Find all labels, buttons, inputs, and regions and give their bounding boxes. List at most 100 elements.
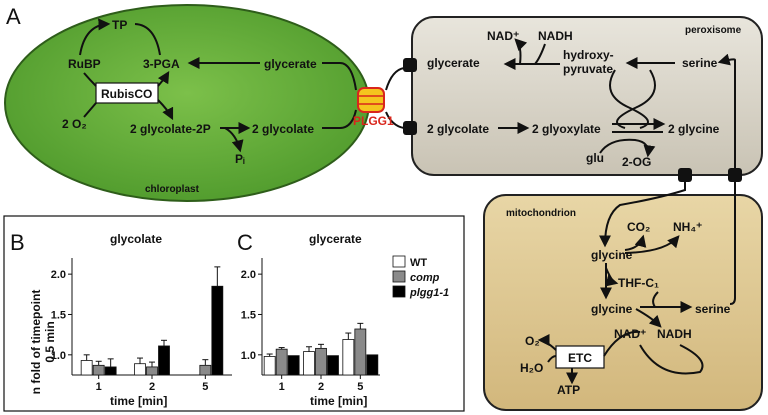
mito-serine-label: serine xyxy=(695,302,731,316)
legend-swatch-comp xyxy=(392,270,406,283)
o2-label: 2 O₂ xyxy=(62,117,87,131)
chart-0-bar-plgg1-1-2 xyxy=(158,345,170,376)
glu-label: glu xyxy=(586,151,604,165)
3pga-label: 3-PGA xyxy=(143,57,180,71)
nad-arrow xyxy=(514,38,528,65)
chart-1-bar-plgg1-1-2 xyxy=(327,355,339,376)
peroxisome-glycine-label: 2 glycine xyxy=(668,122,720,136)
rubisco-box xyxy=(95,82,159,104)
chart-0-bar-comp-2 xyxy=(146,366,158,376)
mito-glycine-1-label: glycine xyxy=(591,248,633,262)
atp-label: ATP xyxy=(557,383,580,397)
mitochondrion-label: mitochondrion xyxy=(506,208,576,219)
mito-glycine-2-label: glycine xyxy=(591,302,633,316)
thf-to-serine-arrow xyxy=(652,291,659,308)
peroxisome-label: peroxisome xyxy=(685,25,742,36)
chloroplast-glycolate-label: 2 glycolate xyxy=(252,122,314,136)
h2o-to-etc-arrow xyxy=(547,355,557,363)
nh4-label: NH₄⁺ xyxy=(673,220,702,234)
thf-label: THF-C₁ xyxy=(618,276,659,290)
chloroplast-glycerate-label: glycerate xyxy=(264,57,317,71)
mito-nadh-label: NADH xyxy=(657,327,692,341)
legend-label-plgg1-1: plgg1-1 xyxy=(409,287,449,299)
pi-label: Pᵢ xyxy=(235,152,245,166)
co2-release-arrow xyxy=(624,234,647,251)
peroxisome-transporter-1 xyxy=(403,58,417,72)
plgg1-to-peroxisome-bottom xyxy=(385,111,405,129)
panel-label-c: C xyxy=(237,230,253,255)
glycolate-chart-xlabel: time [min] xyxy=(110,394,167,408)
rubisco-to-glycolate2p-arrow xyxy=(157,99,174,121)
plgg1-to-peroxisome-top xyxy=(385,67,405,91)
plgg1-label: PLGG1 xyxy=(353,114,394,128)
chloroplast-label: chloroplast xyxy=(145,184,200,195)
chart-0-bar-plgg1-1-1 xyxy=(104,366,117,376)
mito-nad-label: NAD⁺ xyxy=(614,327,646,341)
plgg1-transporter xyxy=(357,87,385,113)
pga-to-tp-arrow xyxy=(134,23,161,56)
etc-to-o2-arrow xyxy=(537,334,557,351)
glycerate-chart: glycerate time [min] 1.0 1.5 2.0 1 2 5 xyxy=(241,232,380,408)
o2-to-rubisco-arrow xyxy=(83,102,97,118)
etc-nadh-loop xyxy=(603,330,704,375)
glu-to-2og-arrow xyxy=(599,138,656,158)
pi-release-arrow xyxy=(224,127,244,153)
chart-1-category-label: 5 xyxy=(357,381,363,393)
chart-1-bar-comp-5 xyxy=(354,328,367,376)
glycine-import-arrow xyxy=(599,175,686,248)
peroxisome-serine-label: serine xyxy=(682,56,718,70)
chart-1-ytick-label: 2.0 xyxy=(241,269,256,281)
serine-to-peroxisome-arrow xyxy=(717,53,736,175)
glycolate-chart-title: glycolate xyxy=(110,232,162,246)
peroxisome-nadh-label: NADH xyxy=(538,29,573,43)
chloroplast xyxy=(4,4,370,202)
etc-label: ETC xyxy=(568,351,592,365)
glycerate-chart-title: glycerate xyxy=(309,232,362,246)
chart-0-category-label: 2 xyxy=(149,381,155,393)
chart-1-bar-plgg1-1-1 xyxy=(287,355,300,376)
peroxisome-nad-label: NAD⁺ xyxy=(487,29,519,43)
nadh-arrow xyxy=(534,43,546,65)
chart-1-bar-WT-5 xyxy=(342,339,355,376)
peroxisome-glycolate-label: 2 glycolate xyxy=(427,122,489,136)
peroxisome-transporter-2 xyxy=(403,121,417,135)
plgg1-glycerate-path xyxy=(322,62,357,91)
legend-label-WT: WT xyxy=(410,257,427,269)
chart-0-category-label: 5 xyxy=(202,381,208,393)
rubp-label: RuBP xyxy=(68,57,101,71)
glycerate-chart-xlabel: time [min] xyxy=(310,394,367,408)
hydroxypyruvate-label-2: pyruvate xyxy=(563,62,613,76)
rubisco-to-pga-arrow xyxy=(157,70,170,87)
nh4-release-arrow xyxy=(624,235,680,254)
2og-label: 2-OG xyxy=(622,155,651,169)
nad-to-nadh-arrow xyxy=(635,308,662,328)
tp-label: TP xyxy=(112,18,127,32)
glycolate-chart-ylabel-2: 0.5 min xyxy=(43,321,57,362)
panel-label-b: B xyxy=(10,230,25,255)
glycolate-chart: glycolate n fold of timepoint 0.5 min ti… xyxy=(29,232,232,408)
chart-0-bar-WT-2 xyxy=(134,363,146,376)
serine-export-arrow xyxy=(729,175,736,305)
peroxisome-glycerate-label: glycerate xyxy=(427,56,480,70)
thf-arrow xyxy=(605,267,619,287)
rubisco-label: RubisCO xyxy=(101,87,152,101)
chart-1-category-label: 2 xyxy=(318,381,324,393)
hydroxypyruvate-label-1: hydroxy- xyxy=(563,48,614,62)
glycolate-chart-ylabel-1: n fold of timepoint xyxy=(29,290,43,395)
glycolate2p-label: 2 glycolate-2P xyxy=(130,122,211,136)
chart-1-ytick-label: 1.5 xyxy=(241,309,256,321)
legend-label-comp: comp xyxy=(410,272,440,284)
chart-0-ytick-label: 1.5 xyxy=(51,309,66,321)
chart-legend: WT comp plgg1-1 xyxy=(392,255,449,299)
plgg1-glycolate-path xyxy=(322,109,357,129)
chart-0-ytick-label: 2.0 xyxy=(51,269,66,281)
co2-label: CO₂ xyxy=(627,220,650,234)
rubp-to-rubisco-arrow xyxy=(83,72,97,87)
chart-0-bar-WT-1 xyxy=(80,360,93,376)
chart-0-bar-comp-5 xyxy=(199,364,212,376)
charts-panel-border xyxy=(3,215,465,412)
chart-1-ytick-label: 1.0 xyxy=(241,350,256,362)
chart-0-category-label: 1 xyxy=(96,381,102,393)
peroxisome xyxy=(411,16,763,176)
